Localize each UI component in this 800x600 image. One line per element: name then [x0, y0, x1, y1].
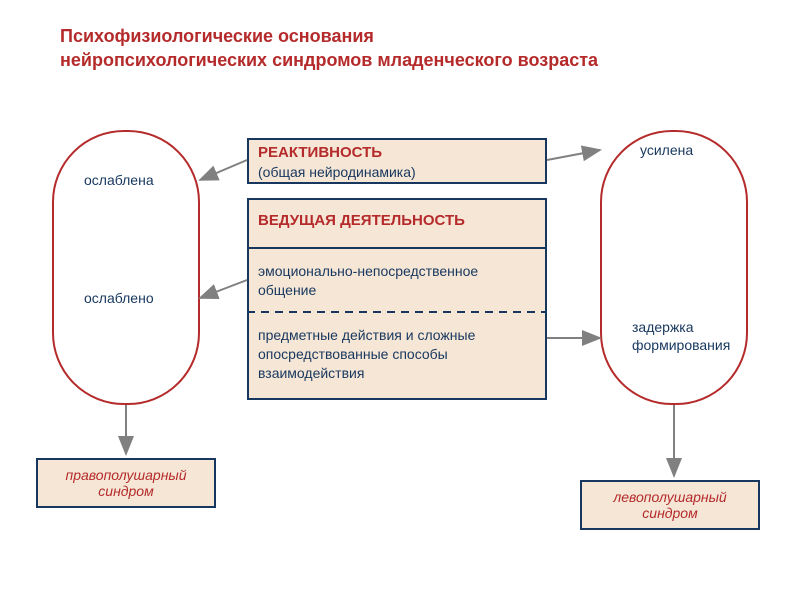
leading-activity-mid: эмоционально-непосредственное общение	[258, 262, 538, 300]
left-oval-label-bottom: ослаблено	[84, 290, 154, 306]
right-oval-label-top: усилена	[640, 142, 693, 158]
reactivity-title: РЕАКТИВНОСТЬ	[258, 144, 382, 161]
arrow-2	[547, 150, 600, 160]
title-line2: нейропсихологических синдромов младенчес…	[60, 50, 598, 70]
leading-activity-header: ВЕДУЩАЯ ДЕЯТЕЛЬНОСТЬ	[258, 212, 465, 229]
title-line1: Психофизиологические основания	[60, 26, 374, 46]
reactivity-sub: (общая нейродинамика)	[258, 164, 416, 180]
page-title: Психофизиологические основания нейропсих…	[60, 24, 598, 73]
right-oval-label-bottom: задержка формирования	[632, 318, 737, 354]
right-hemisphere-syndrome-label: правополушарный синдром	[46, 467, 206, 499]
arrow-1	[200, 160, 247, 180]
right-hemisphere-syndrome-box: правополушарный синдром	[36, 458, 216, 508]
left-hemisphere-syndrome-box: левополушарный синдром	[580, 480, 760, 530]
left-hemisphere-syndrome-label: левополушарный синдром	[590, 489, 750, 521]
right-oval	[600, 130, 748, 405]
arrow-3	[200, 280, 247, 298]
leading-activity-bot: предметные действия и сложные опосредств…	[258, 326, 538, 383]
left-oval-label-top: ослаблена	[84, 172, 154, 188]
